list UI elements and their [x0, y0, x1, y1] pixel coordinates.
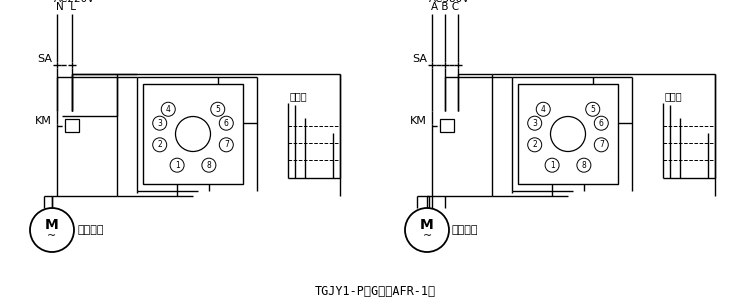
Text: 5: 5 — [215, 105, 220, 114]
Bar — [518, 84, 618, 184]
Bar — [440, 119, 454, 132]
Circle shape — [528, 116, 542, 130]
Circle shape — [153, 138, 166, 152]
Text: 2: 2 — [532, 140, 537, 149]
Circle shape — [528, 138, 542, 152]
Text: 7: 7 — [224, 140, 229, 149]
Text: 3: 3 — [532, 119, 537, 128]
Text: 4: 4 — [541, 105, 546, 114]
Text: M: M — [45, 218, 58, 232]
Circle shape — [211, 102, 225, 116]
Text: 2: 2 — [158, 140, 162, 149]
Text: 低中高: 低中高 — [290, 91, 308, 101]
Circle shape — [202, 158, 216, 172]
Text: 7: 7 — [598, 140, 604, 149]
Text: 6: 6 — [598, 119, 604, 128]
Text: ~: ~ — [47, 231, 57, 241]
Text: AC220V: AC220V — [54, 0, 95, 4]
Circle shape — [153, 116, 166, 130]
Text: 1: 1 — [550, 161, 554, 170]
Circle shape — [536, 102, 550, 116]
Circle shape — [586, 102, 600, 116]
Text: 单相水泵: 单相水泵 — [77, 225, 104, 235]
Text: AC380V: AC380V — [429, 0, 470, 4]
Circle shape — [594, 116, 608, 130]
Text: TGJY1-P（G）（AFR-1）: TGJY1-P（G）（AFR-1） — [314, 285, 436, 298]
Circle shape — [161, 102, 176, 116]
Text: N  L: N L — [56, 2, 76, 12]
Text: KM: KM — [410, 116, 427, 126]
Text: 4: 4 — [166, 105, 171, 114]
Text: SA: SA — [37, 54, 52, 64]
Text: 1: 1 — [175, 161, 179, 170]
Text: 低中高: 低中高 — [665, 91, 682, 101]
Text: M: M — [420, 218, 434, 232]
Text: SA: SA — [412, 54, 427, 64]
Bar — [143, 84, 243, 184]
Bar — [65, 119, 79, 132]
Text: 三相水泵: 三相水泵 — [452, 225, 478, 235]
Circle shape — [577, 158, 591, 172]
Text: 3: 3 — [158, 119, 162, 128]
Circle shape — [219, 138, 233, 152]
Circle shape — [545, 158, 559, 172]
Text: 6: 6 — [224, 119, 229, 128]
Text: ~: ~ — [422, 231, 432, 241]
Text: KM: KM — [35, 116, 52, 126]
Circle shape — [594, 138, 608, 152]
Text: 8: 8 — [581, 161, 586, 170]
Text: 8: 8 — [206, 161, 212, 170]
Circle shape — [170, 158, 184, 172]
Text: 5: 5 — [590, 105, 596, 114]
Text: A B C: A B C — [431, 2, 459, 12]
Circle shape — [219, 116, 233, 130]
